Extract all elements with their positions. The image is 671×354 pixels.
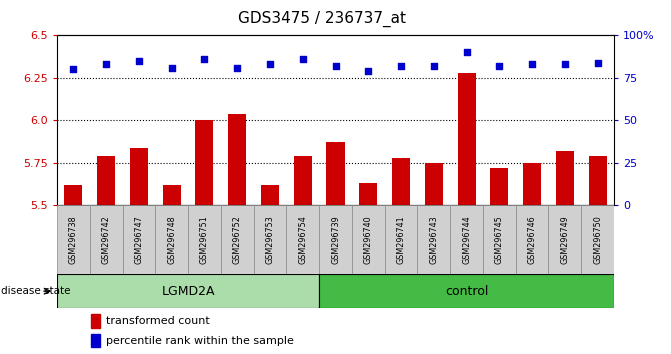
Point [264,62,275,67]
Bar [57,274,319,308]
Bar [588,156,607,205]
Text: percentile rank within the sample: percentile rank within the sample [106,336,294,346]
Point [232,65,243,70]
Bar [359,183,377,205]
Text: GSM296744: GSM296744 [462,216,471,264]
Point [134,58,144,64]
Bar [254,205,287,274]
Bar [130,148,148,205]
Bar [417,205,450,274]
Bar [319,205,352,274]
Text: GSM296746: GSM296746 [527,216,537,264]
Bar [261,185,279,205]
Point [101,62,111,67]
Bar [64,185,83,205]
Point [560,62,570,67]
Bar [458,73,476,205]
Point [330,63,341,69]
Text: control: control [445,285,488,298]
Bar [294,156,312,205]
Bar [90,205,123,274]
Text: GSM296738: GSM296738 [69,216,78,264]
Point [527,62,537,67]
Bar [195,120,213,205]
Text: disease state: disease state [1,286,71,296]
Bar [581,205,614,274]
Bar [97,156,115,205]
Text: GSM296754: GSM296754 [298,216,307,264]
Bar [91,314,101,328]
Point [428,63,439,69]
Bar [319,274,614,308]
Bar [523,163,541,205]
Bar [556,151,574,205]
Text: GSM296740: GSM296740 [364,216,373,264]
Bar [491,168,509,205]
Point [166,65,177,70]
Bar [287,205,319,274]
Bar [327,142,344,205]
Text: GSM296749: GSM296749 [560,216,569,264]
Bar [548,205,581,274]
Text: GSM296750: GSM296750 [593,216,602,264]
Text: LGMD2A: LGMD2A [161,285,215,298]
Bar [516,205,548,274]
Point [199,56,210,62]
Bar [352,205,384,274]
Bar [221,205,254,274]
Point [68,67,79,72]
Bar [123,205,155,274]
Point [297,56,308,62]
Point [494,63,505,69]
Text: GSM296743: GSM296743 [429,216,438,264]
Bar [155,205,188,274]
Text: transformed count: transformed count [106,316,210,326]
Text: GDS3475 / 236737_at: GDS3475 / 236737_at [238,11,406,27]
Bar [162,185,180,205]
Point [396,63,407,69]
Bar [450,205,483,274]
Bar [228,114,246,205]
Text: GSM296752: GSM296752 [233,215,242,264]
Bar [91,334,101,347]
Bar [425,163,443,205]
Bar [384,205,417,274]
Text: GSM296747: GSM296747 [134,216,144,264]
Bar [188,205,221,274]
Point [363,68,374,74]
Bar [483,205,516,274]
Text: GSM296742: GSM296742 [102,216,111,264]
Text: GSM296751: GSM296751 [200,216,209,264]
Text: GSM296741: GSM296741 [397,216,405,264]
Bar [392,158,410,205]
Text: GSM296739: GSM296739 [331,216,340,264]
Point [461,50,472,55]
Point [592,60,603,65]
Text: GSM296753: GSM296753 [266,216,274,264]
Text: GSM296748: GSM296748 [167,216,176,264]
Text: GSM296745: GSM296745 [495,216,504,264]
Bar [57,205,90,274]
